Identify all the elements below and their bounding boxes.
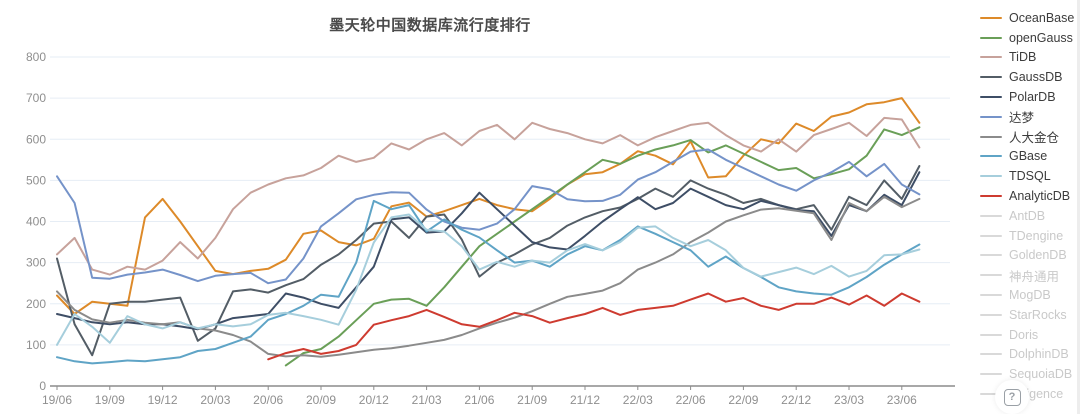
legend-line-swatch xyxy=(980,294,1002,297)
x-axis-tick-label: 22/06 xyxy=(676,393,706,407)
legend-line-swatch xyxy=(980,195,1002,198)
legend-label: 达梦 xyxy=(1009,111,1035,126)
y-axis-tick-label: 300 xyxy=(26,256,46,270)
legend-label: StarRocks xyxy=(1009,307,1067,322)
y-axis-tick-label: 200 xyxy=(26,297,46,311)
legend-item-GoldenDB[interactable]: GoldenDB xyxy=(980,246,1080,266)
y-axis-tick-label: 800 xyxy=(26,50,46,64)
legend-label: OceanBase xyxy=(1009,10,1075,25)
series-line-达梦 xyxy=(56,148,921,285)
page-edge xyxy=(1077,0,1080,414)
legend-line-swatch xyxy=(980,353,1002,356)
legend-label: GoldenDB xyxy=(1009,248,1067,263)
legend: OceanBase openGauss TiDB GaussDB PolarDB 达梦人大… xyxy=(980,8,1080,404)
legend-item-GaussDB[interactable]: GaussDB xyxy=(980,67,1080,87)
legend-label: Doris xyxy=(1009,327,1039,342)
legend-item-神舟通用[interactable]: 神舟通用 xyxy=(980,265,1080,285)
y-axis-tick-label: 500 xyxy=(26,173,46,187)
legend-line-swatch xyxy=(980,115,1002,118)
series-line-人大金仓 xyxy=(56,195,921,358)
legend-line-swatch xyxy=(980,56,1002,59)
series-line-OceanBase xyxy=(56,97,921,315)
x-axis-tick-label: 20/09 xyxy=(306,393,336,407)
chart-title: 墨天轮中国数据库流行度排行 xyxy=(329,17,531,34)
legend-item-StarRocks[interactable]: StarRocks xyxy=(980,305,1080,325)
legend-label: 人大金仓 xyxy=(1009,131,1060,146)
legend-item-OceanBase[interactable]: OceanBase xyxy=(980,8,1080,28)
legend-label: DolphinDB xyxy=(1009,347,1069,362)
series-line-TDSQL xyxy=(56,213,921,346)
legend-label: SequoiaDB xyxy=(1009,367,1073,382)
legend-line-swatch xyxy=(980,234,1002,237)
x-axis-tick-label: 19/06 xyxy=(42,393,72,407)
series-line-TiDB xyxy=(56,116,921,276)
x-axis-tick-label: 20/12 xyxy=(359,393,389,407)
legend-item-达梦[interactable]: 达梦 xyxy=(980,107,1080,127)
x-axis-tick-label: 20/03 xyxy=(200,393,230,407)
legend-item-TDSQL[interactable]: TDSQL xyxy=(980,166,1080,186)
legend-item-AntDB[interactable]: AntDB xyxy=(980,206,1080,226)
legend-label: AnalyticDB xyxy=(1009,189,1071,204)
legend-label: TDengine xyxy=(1009,228,1064,243)
series-line-AnalyticDB xyxy=(267,292,921,361)
legend-line-swatch xyxy=(980,135,1002,138)
legend-label: AntDB xyxy=(1009,208,1046,223)
legend-line-swatch xyxy=(980,76,1002,79)
legend-label: GaussDB xyxy=(1009,70,1063,85)
legend-item-MogDB[interactable]: MogDB xyxy=(980,285,1080,305)
legend-item-GBase[interactable]: GBase xyxy=(980,147,1080,167)
legend-item-PolarDB[interactable]: PolarDB xyxy=(980,87,1080,107)
x-axis-tick-label: 22/03 xyxy=(623,393,653,407)
legend-line-swatch xyxy=(980,96,1002,99)
help-badge-backdrop: ? xyxy=(995,380,1029,414)
line-chart-plot: 0 100 200 300 400 500 600 700 800 19/06 19/09 19/12… xyxy=(26,50,955,407)
legend-line-swatch xyxy=(980,155,1002,158)
legend-line-swatch xyxy=(980,214,1002,217)
legend-label: TiDB xyxy=(1009,50,1037,65)
legend-label: 神舟通用 xyxy=(1009,269,1060,284)
x-axis-tick-label: 19/09 xyxy=(95,393,125,407)
legend-item-Doris[interactable]: Doris xyxy=(980,325,1080,345)
legend-label: openGauss xyxy=(1009,30,1073,45)
legend-item-DolphinDB[interactable]: DolphinDB xyxy=(980,345,1080,365)
y-axis-tick-label: 700 xyxy=(26,91,46,105)
legend-item-SequoiaDB[interactable]: SequoiaDB xyxy=(980,364,1080,384)
x-axis-tick-label: 21/03 xyxy=(412,393,442,407)
legend-line-swatch xyxy=(980,36,1002,39)
legend-line-swatch xyxy=(980,254,1002,257)
legend-label: PolarDB xyxy=(1009,90,1056,105)
x-axis-tick-label: 23/03 xyxy=(834,393,864,407)
help-icon[interactable]: ? xyxy=(1003,388,1021,406)
legend-item-人大金仓[interactable]: 人大金仓 xyxy=(980,127,1080,147)
x-axis-tick-label: 22/12 xyxy=(781,393,811,407)
y-axis-tick-label: 600 xyxy=(26,132,46,146)
y-axis-tick-label: 0 xyxy=(39,379,46,393)
series-line-GBase xyxy=(56,199,921,365)
legend-label: MogDB xyxy=(1009,288,1051,303)
x-axis-tick-label: 21/09 xyxy=(517,393,547,407)
y-axis-tick-label: 100 xyxy=(26,338,46,352)
legend-line-swatch xyxy=(980,274,1002,277)
legend-item-TDengine[interactable]: TDengine xyxy=(980,226,1080,246)
legend-label: GBase xyxy=(1009,149,1048,164)
x-axis-tick-label: 20/06 xyxy=(253,393,283,407)
legend-item-TiDB[interactable]: TiDB xyxy=(980,48,1080,68)
x-axis-tick-label: 22/09 xyxy=(728,393,758,407)
x-axis-tick-label: 23/06 xyxy=(887,393,917,407)
series-line-openGauss xyxy=(284,126,921,367)
legend-item-AnalyticDB[interactable]: AnalyticDB xyxy=(980,186,1080,206)
x-axis-tick-label: 21/12 xyxy=(570,393,600,407)
x-axis-tick-label: 19/12 xyxy=(148,393,178,407)
legend-line-swatch xyxy=(980,393,1002,396)
legend-line-swatch xyxy=(980,175,1002,178)
x-axis-tick-label: 21/06 xyxy=(464,393,494,407)
legend-label: TDSQL xyxy=(1009,169,1051,184)
legend-line-swatch xyxy=(980,333,1002,336)
legend-line-swatch xyxy=(980,313,1002,316)
y-axis-tick-label: 400 xyxy=(26,215,46,229)
legend-line-swatch xyxy=(980,16,1002,19)
legend-line-swatch xyxy=(980,373,1002,376)
legend-item-openGauss[interactable]: openGauss xyxy=(980,28,1080,48)
